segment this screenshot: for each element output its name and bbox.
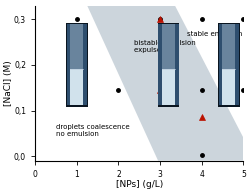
Bar	[70, 24, 83, 69]
Bar	[66, 24, 70, 105]
Y-axis label: [NaCl] (M): [NaCl] (M)	[4, 60, 13, 106]
Bar	[158, 24, 161, 105]
Text: droplets coalescence
no emulsion: droplets coalescence no emulsion	[56, 124, 129, 137]
Bar	[161, 24, 174, 69]
Bar	[161, 69, 174, 105]
Bar	[222, 69, 234, 105]
X-axis label: [NPs] (g/L): [NPs] (g/L)	[115, 180, 162, 189]
Bar	[222, 24, 234, 69]
Bar	[83, 24, 87, 105]
Bar	[234, 24, 238, 105]
Text: stable emulsion: stable emulsion	[186, 31, 242, 37]
Bar	[70, 69, 83, 105]
Text: bistable emulsion
expulsed oil: bistable emulsion expulsed oil	[134, 40, 195, 53]
Bar	[174, 24, 178, 105]
Bar	[218, 24, 222, 105]
Polygon shape	[85, 1, 242, 161]
